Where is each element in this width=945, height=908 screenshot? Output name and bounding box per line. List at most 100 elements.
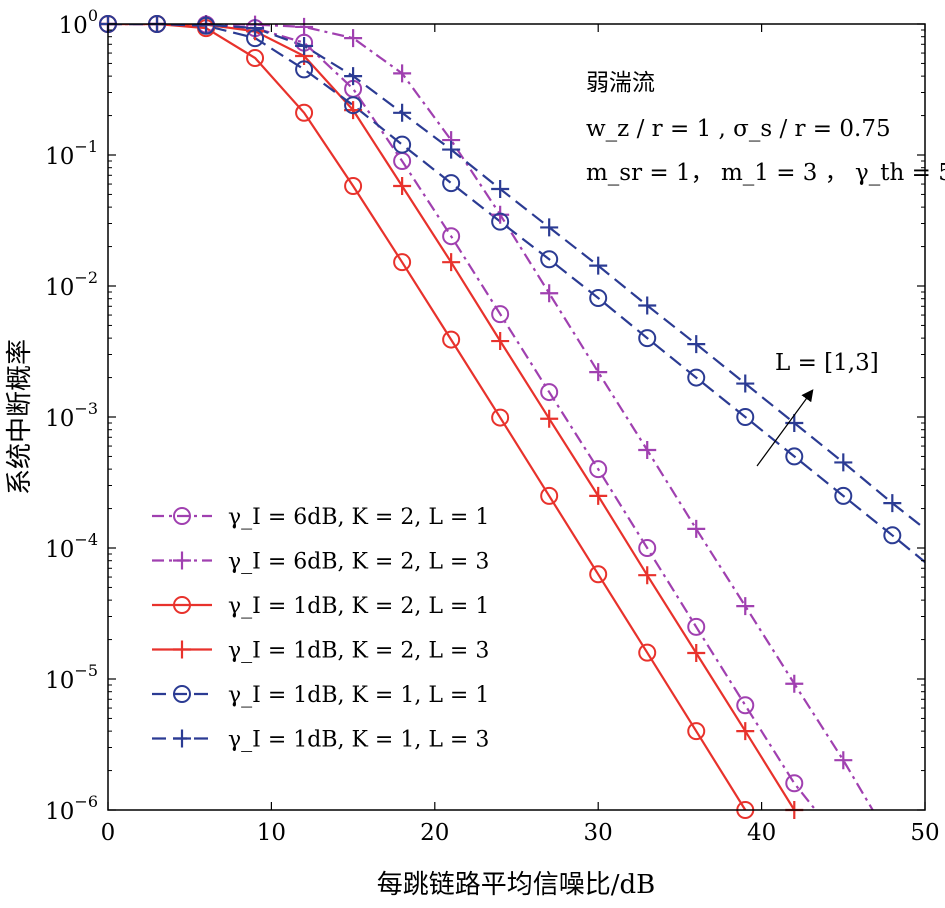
series-1-point [442, 227, 461, 246]
series-6-point [344, 67, 363, 86]
y-tick-label: 10−3 [45, 399, 98, 432]
series-1-point [540, 383, 559, 402]
legend-label-3: γ_I = 1dB, K = 2, L = 1 [228, 594, 489, 619]
annotation-turbulence: 弱湍流 [586, 70, 655, 96]
y-axis-label: 系统中断概率 [5, 339, 35, 495]
y-tick-label: 10−4 [45, 530, 98, 563]
series-2-point [589, 363, 608, 382]
legend-marker-4 [173, 640, 191, 659]
series-2-point [785, 674, 804, 693]
series-3-point [540, 486, 559, 505]
series-2-point [540, 284, 559, 303]
series-4-point [687, 643, 706, 662]
series-line-3 [108, 24, 747, 810]
series-5-point [834, 486, 853, 505]
series-3-point [344, 176, 363, 195]
legend-marker-3 [173, 596, 191, 614]
y-tick-label: 10−6 [45, 792, 98, 825]
series-3-point [491, 408, 510, 427]
series-6-point [393, 103, 412, 122]
legend-label-2: γ_I = 6dB, K = 2, L = 3 [228, 550, 489, 575]
x-tick-label: 50 [910, 820, 939, 846]
l-range-label: L = [1,3] [775, 350, 879, 376]
series-1-point [785, 774, 804, 793]
series-5-point [687, 368, 706, 387]
series-1-point [589, 460, 608, 479]
series-line-1 [108, 24, 817, 810]
annotation-block: 弱湍流 w_z / r = 1 , σ_s / r = 0.75 m_sr = … [586, 70, 945, 186]
series-3-point [393, 253, 412, 272]
series-3-point [442, 330, 461, 349]
legend-label-6: γ_I = 1dB, K = 1, L = 3 [228, 728, 489, 753]
series-1-point [736, 696, 755, 715]
series-4-point [540, 409, 559, 428]
series-5-point [589, 288, 608, 307]
series-5-point [344, 96, 363, 115]
series-3-point [687, 722, 706, 741]
series-4-point [736, 722, 755, 741]
series-1-point [687, 617, 706, 636]
series-5-point [540, 250, 559, 269]
series-6-point [687, 335, 706, 354]
l-range-arrow [756, 389, 814, 467]
legend-label-1: γ_I = 6dB, K = 2, L = 1 [228, 505, 489, 530]
series-2-point [834, 751, 853, 770]
series-5-point [295, 60, 314, 79]
series-5-point [883, 526, 902, 545]
series-4-point [589, 486, 608, 505]
legend: γ_I = 6dB, K = 2, L = 1 γ_I = 6dB, K = 2,… [152, 505, 489, 753]
series-2-point [295, 17, 314, 36]
series-6-point [736, 374, 755, 393]
series-2-point [736, 597, 755, 616]
series-2-point [393, 64, 412, 83]
series-6-point [540, 218, 559, 237]
series-4-point [393, 176, 412, 195]
series-5-point [736, 408, 755, 426]
series-3-point [589, 565, 608, 584]
series-2-point [491, 205, 510, 224]
series-2-point [687, 519, 706, 538]
series-3-point [295, 103, 314, 122]
series-2-point [638, 440, 657, 459]
series-3-point [638, 643, 657, 662]
series-line-5 [108, 24, 925, 563]
series-4-point [442, 253, 461, 272]
series-6-point [491, 180, 510, 199]
legend-marker-1 [173, 507, 191, 525]
series-5-point [638, 329, 657, 348]
y-tick-label: 10−1 [45, 137, 98, 170]
series-6-point [246, 19, 265, 38]
x-tick-label: 10 [257, 820, 286, 846]
series-6-point [589, 256, 608, 275]
legend-marker-6 [173, 729, 191, 748]
legend-marker-5 [173, 685, 191, 703]
series-3-point [246, 49, 265, 68]
series-6-point [442, 140, 461, 159]
series-5-point [785, 447, 804, 466]
series-6-point [295, 36, 314, 55]
series-5-point [393, 135, 412, 154]
y-ticks: 100 10−1 10−2 10−3 10−4 10−5 10−6 [45, 6, 925, 825]
series-1-point [638, 539, 657, 557]
x-tick-label: 30 [584, 820, 613, 846]
x-tick-label: 0 [101, 820, 116, 846]
annotation-beam-params: w_z / r = 1 , σ_s / r = 0.75 [586, 116, 891, 142]
y-tick-label: 10−5 [45, 661, 98, 694]
y-tick-label: 10−2 [45, 268, 98, 301]
series-4-point [638, 566, 657, 585]
series-5-point [491, 212, 510, 231]
series-2-point [344, 29, 363, 48]
annotation-fading-params: m_sr = 1， m_1 = 3 ， γ_th = 5dB [586, 160, 945, 186]
legend-marker-2 [173, 551, 191, 570]
y-tick-label: 100 [59, 6, 98, 39]
x-axis-label: 每跳链路平均信噪比/dB [377, 870, 656, 900]
series-1-point [491, 305, 510, 324]
series-6-point [883, 494, 902, 513]
x-tick-label: 40 [747, 820, 776, 846]
series-6-point [834, 453, 853, 472]
legend-label-5: γ_I = 1dB, K = 1, L = 1 [228, 683, 489, 708]
series-5-point [442, 174, 461, 193]
x-ticks: 0 10 20 30 40 50 [101, 24, 940, 846]
series-6-point [638, 296, 657, 315]
